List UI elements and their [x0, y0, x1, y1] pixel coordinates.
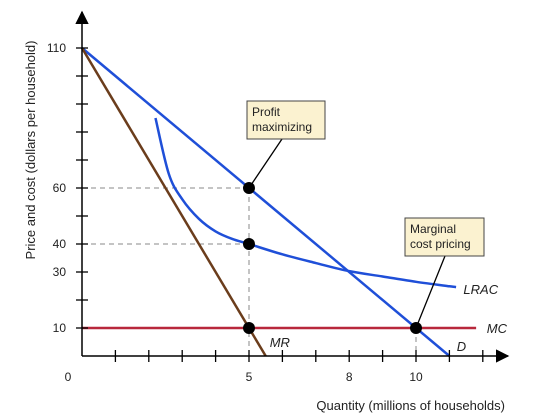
x-axis-title: Quantity (millions of households)	[316, 398, 505, 413]
ticks	[76, 47, 484, 362]
labels: 0 5 8 10 10 30 40 60 110 D MR MC LRAC	[47, 41, 508, 384]
y-tick-label-110: 110	[47, 41, 66, 55]
callout-text-1-0: Marginal	[410, 222, 456, 236]
y-axis-title: Price and cost (dollars per household)	[23, 41, 38, 260]
x-tick-label-5: 5	[246, 370, 253, 384]
callout-text-1-1: cost pricing	[410, 237, 471, 251]
curves	[80, 47, 477, 357]
label-lrac: LRAC	[463, 282, 498, 297]
y-tick-label-40: 40	[53, 237, 67, 251]
x-tick-label-10: 10	[409, 370, 423, 384]
y-tick-label-30: 30	[53, 265, 67, 279]
callout-leader-0	[248, 138, 283, 189]
callout-text-0-0: Profit	[252, 105, 281, 119]
callout-box-0	[246, 100, 326, 140]
label-mc: MC	[487, 321, 508, 336]
x-tick-label-8: 8	[346, 370, 353, 384]
point-5-10	[243, 322, 255, 334]
callout-leader-1	[415, 255, 446, 329]
point-5-40	[243, 238, 255, 250]
axes	[75, 10, 510, 363]
y-tick-label-10: 10	[53, 321, 67, 335]
y-tick-label-60: 60	[53, 181, 67, 195]
curve-mr	[80, 47, 267, 357]
curve-demand	[81, 47, 451, 357]
x-tick-label-0: 0	[65, 370, 72, 384]
callout-text-0-1: maximizing	[252, 120, 312, 134]
label-demand: D	[457, 339, 466, 354]
callout-box-1	[404, 217, 485, 257]
label-mr: MR	[270, 335, 290, 350]
curve-lrac	[154, 117, 457, 289]
